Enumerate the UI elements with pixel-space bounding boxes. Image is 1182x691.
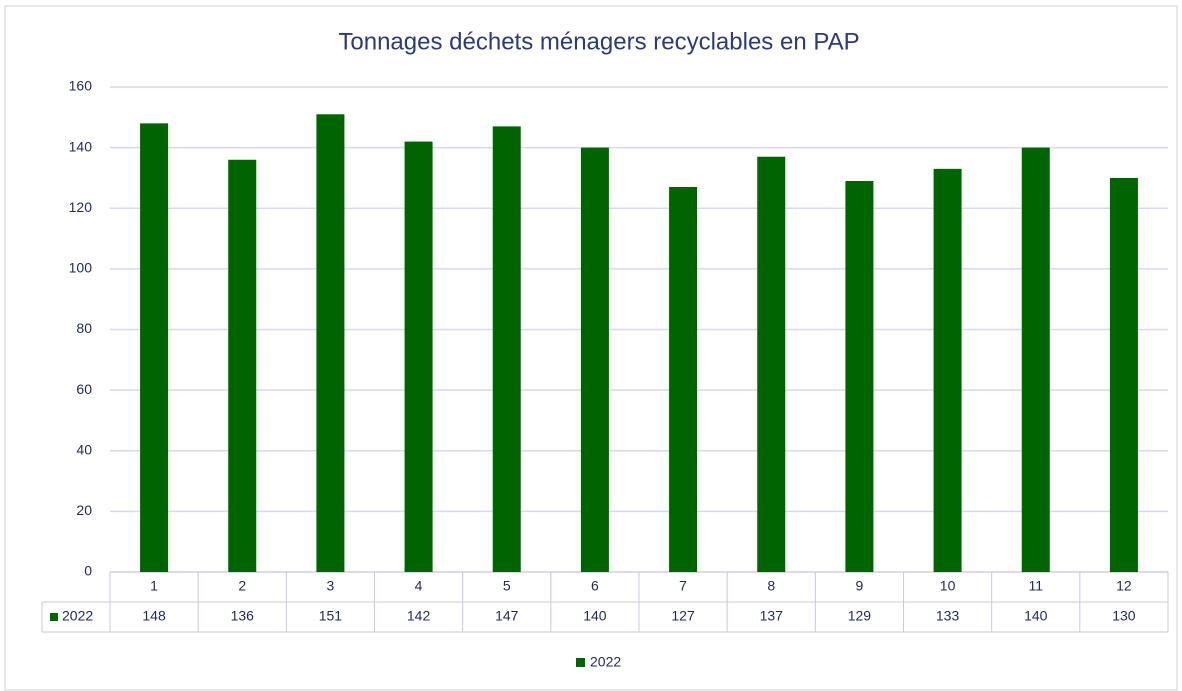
bar [140,123,169,572]
x-tick-label: 12 [1116,578,1132,594]
y-tick-label: 40 [76,441,92,457]
x-tick-label: 10 [940,578,956,594]
chart-title: Tonnages déchets ménagers recyclables en… [338,28,859,55]
y-tick-label: 160 [69,78,93,94]
legend-label: 2022 [590,654,621,670]
bar [933,168,962,572]
x-tick-label: 2 [238,578,246,594]
bar [669,187,698,572]
x-tick-label: 3 [327,578,335,594]
table-value: 130 [1112,608,1136,624]
table-value: 133 [936,608,960,624]
chart-border [4,5,1178,691]
bar [492,126,521,572]
bar [845,180,874,572]
x-tick-label: 5 [503,578,511,594]
y-tick-label: 120 [69,199,93,215]
y-tick-label: 60 [76,381,92,397]
bar [316,114,345,572]
bar [757,156,786,572]
x-tick-label: 4 [415,578,423,594]
x-tick-label: 11 [1028,578,1043,594]
y-tick-label: 80 [76,320,92,336]
y-tick-label: 140 [69,138,93,154]
legend-key [576,658,585,667]
table-value: 140 [1024,608,1048,624]
table-legend-key [50,613,58,621]
x-tick-label: 6 [591,578,599,594]
table-value: 148 [142,608,166,624]
table-value: 137 [760,608,784,624]
bar [1021,147,1050,572]
x-tick-label: 8 [767,578,775,594]
table-value: 129 [848,608,872,624]
bar [1109,177,1138,572]
y-tick-label: 100 [69,260,93,276]
x-tick-label: 9 [856,578,864,594]
table-value: 136 [231,608,255,624]
bar [404,141,433,572]
table-value: 142 [407,608,431,624]
bar [228,159,257,572]
table-value: 127 [671,608,695,624]
x-tick-label: 7 [679,578,687,594]
y-tick-label: 20 [76,502,92,518]
table-series-name: 2022 [62,608,93,624]
table-value: 151 [319,608,343,624]
x-tick-label: 1 [150,578,158,594]
table-value: 147 [495,608,519,624]
y-tick-label: 0 [84,563,92,579]
bar [580,147,609,572]
table-value: 140 [583,608,607,624]
